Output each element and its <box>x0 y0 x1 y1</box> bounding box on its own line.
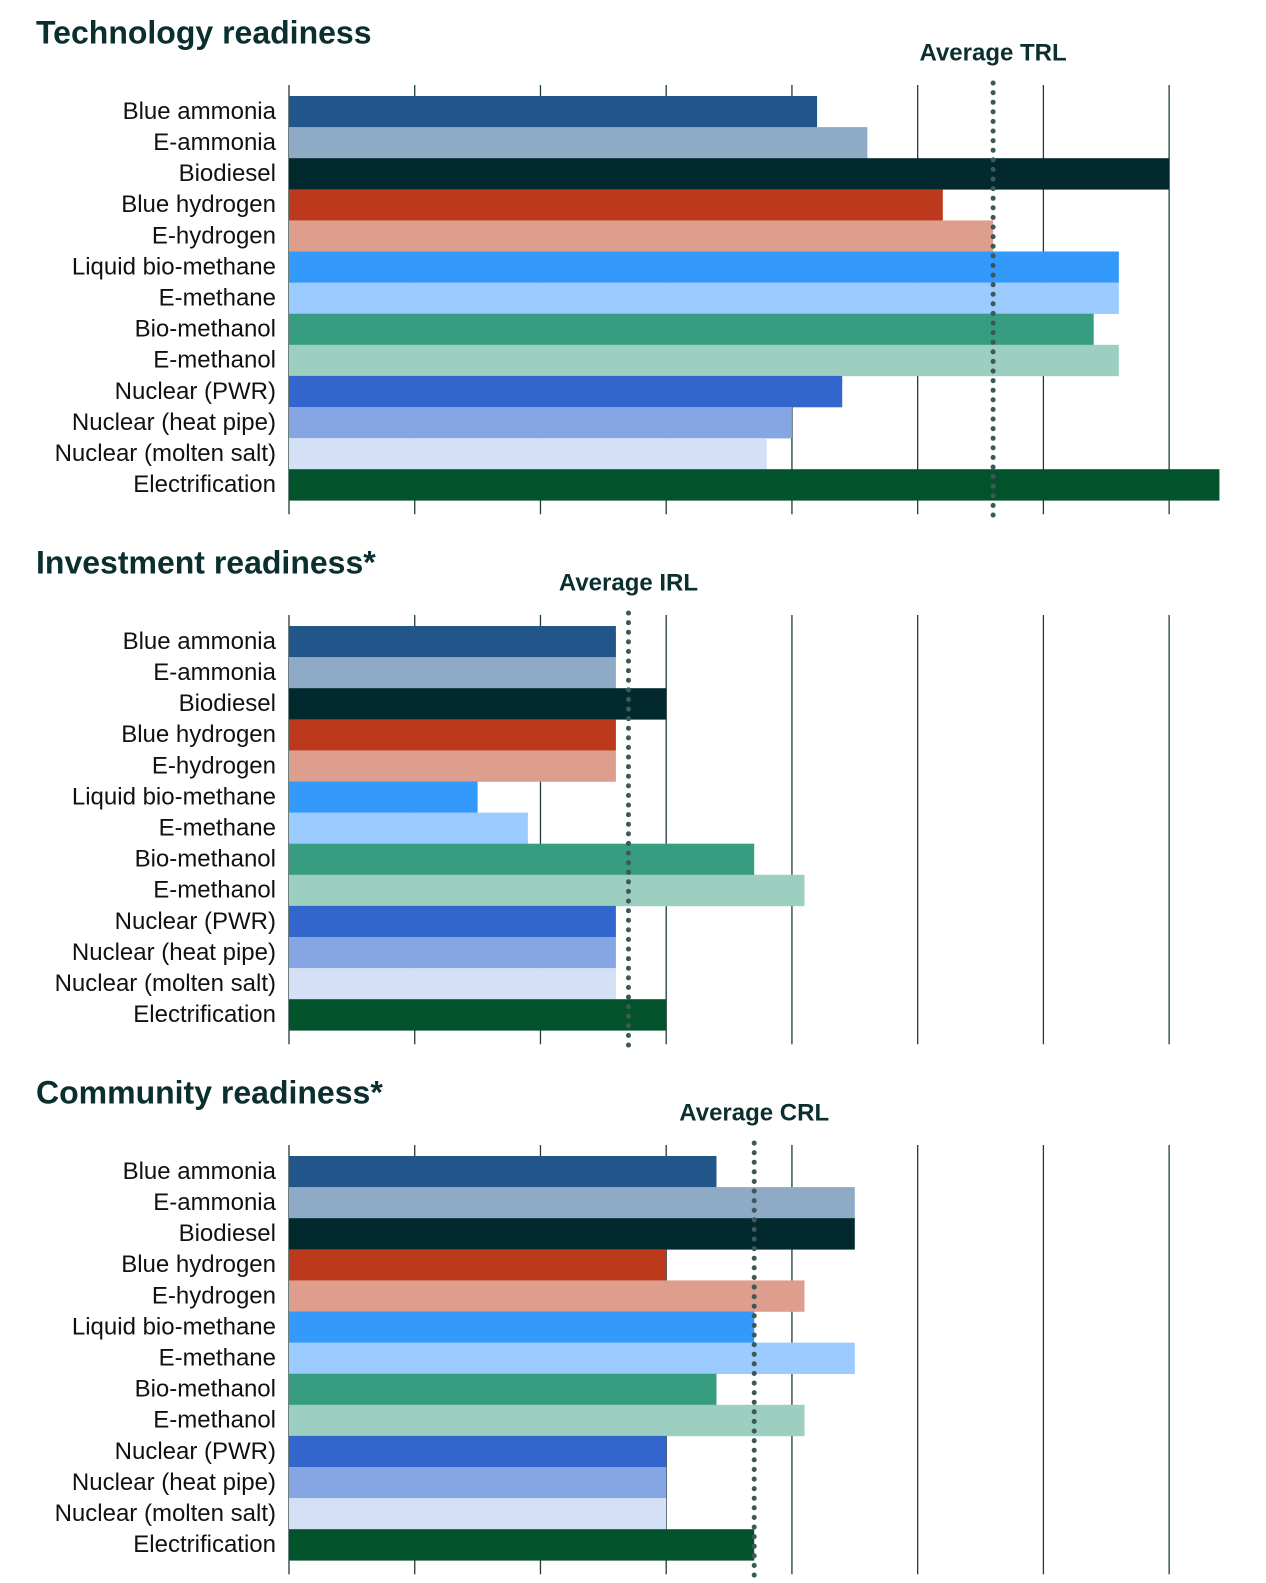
category-label: Blue hydrogen <box>121 721 276 748</box>
category-label: Electrification <box>133 1001 276 1028</box>
bar <box>289 1498 667 1530</box>
category-label: Nuclear (heat pipe) <box>72 939 276 966</box>
bar <box>289 407 792 439</box>
bar <box>289 344 1119 377</box>
category-label: E-methanol <box>153 877 276 904</box>
category-label: E-ammonia <box>153 659 276 686</box>
bar <box>289 937 616 969</box>
category-label: Bio-methanol <box>135 846 276 873</box>
chart-panel: Investment readiness* Blue ammonia E-ammon… <box>36 544 1170 1049</box>
bar <box>289 688 667 720</box>
bar <box>289 158 1170 190</box>
category-label: E-hydrogen <box>152 222 276 249</box>
average-label: Average TRL <box>920 39 1067 66</box>
bar <box>289 375 843 408</box>
category-label: Biodiesel <box>179 160 276 187</box>
category-label: E-ammonia <box>153 1189 276 1216</box>
bar <box>289 1529 755 1561</box>
category-label: Electrification <box>133 1531 276 1558</box>
category-label: Nuclear (PWR) <box>115 1438 276 1465</box>
bar <box>289 189 943 221</box>
bar <box>289 812 528 844</box>
category-label: Nuclear (heat pipe) <box>72 409 276 436</box>
bar <box>289 626 616 658</box>
bar <box>289 657 616 689</box>
bar <box>289 999 667 1031</box>
average-label: Average CRL <box>679 1099 829 1126</box>
chart-title: Investment readiness* <box>36 544 376 580</box>
bar <box>289 1156 717 1188</box>
bar <box>289 1187 855 1219</box>
category-label: Liquid bio-methane <box>72 1313 276 1340</box>
bar <box>289 874 805 907</box>
bar <box>289 1435 667 1468</box>
bar <box>289 127 868 159</box>
category-label: E-methane <box>159 814 276 841</box>
category-label: Biodiesel <box>179 690 276 717</box>
category-label: Blue hydrogen <box>121 1251 276 1278</box>
category-label: Blue hydrogen <box>121 191 276 218</box>
category-label: Nuclear (heat pipe) <box>72 1469 276 1496</box>
category-label: Electrification <box>133 471 276 498</box>
category-label: Bio-methanol <box>135 1376 276 1403</box>
category-label: E-methanol <box>153 1407 276 1434</box>
category-label: E-ammonia <box>153 129 276 156</box>
bar <box>289 843 755 876</box>
category-label: E-methane <box>159 1344 276 1371</box>
category-label: Nuclear (molten salt) <box>55 970 276 997</box>
bar <box>289 220 994 252</box>
bar <box>289 96 818 128</box>
chart-title: Technology readiness <box>36 14 372 50</box>
chart-panel: Community readiness* Blue ammonia E-ammoni… <box>36 1074 1170 1579</box>
category-label: Biodiesel <box>179 1220 276 1247</box>
category-label: Blue ammonia <box>123 628 277 655</box>
bar <box>289 1373 717 1406</box>
bar <box>289 1467 667 1499</box>
bar <box>289 1218 855 1250</box>
bar <box>289 1342 855 1374</box>
average-label: Average IRL <box>559 569 698 596</box>
category-label: E-methane <box>159 284 276 311</box>
bar <box>289 719 616 751</box>
category-label: E-hydrogen <box>152 1282 276 1309</box>
bar <box>289 1280 805 1312</box>
category-label: Nuclear (PWR) <box>115 908 276 935</box>
bar <box>289 968 616 1000</box>
bar <box>289 781 478 813</box>
bar <box>289 282 1119 314</box>
bar <box>289 313 1094 346</box>
category-label: Blue ammonia <box>123 1158 277 1185</box>
chart-panel: Technology readiness Blue ammonia E-ammoni… <box>36 14 1220 519</box>
category-label: Liquid bio-methane <box>72 783 276 810</box>
bar <box>289 1311 755 1343</box>
chart-title: Community readiness* <box>36 1074 383 1110</box>
category-label: Bio-methanol <box>135 316 276 343</box>
bar <box>289 251 1119 283</box>
bar <box>289 469 1220 501</box>
category-label: Nuclear (molten salt) <box>55 1500 276 1527</box>
category-label: E-hydrogen <box>152 752 276 779</box>
category-label: E-methanol <box>153 347 276 374</box>
category-label: Nuclear (PWR) <box>115 378 276 405</box>
bar <box>289 438 767 470</box>
bar <box>289 750 616 782</box>
bar <box>289 905 616 938</box>
bar <box>289 1249 667 1281</box>
category-label: Blue ammonia <box>123 98 277 125</box>
bar <box>289 1404 805 1437</box>
category-label: Nuclear (molten salt) <box>55 440 276 467</box>
category-label: Liquid bio-methane <box>72 253 276 280</box>
